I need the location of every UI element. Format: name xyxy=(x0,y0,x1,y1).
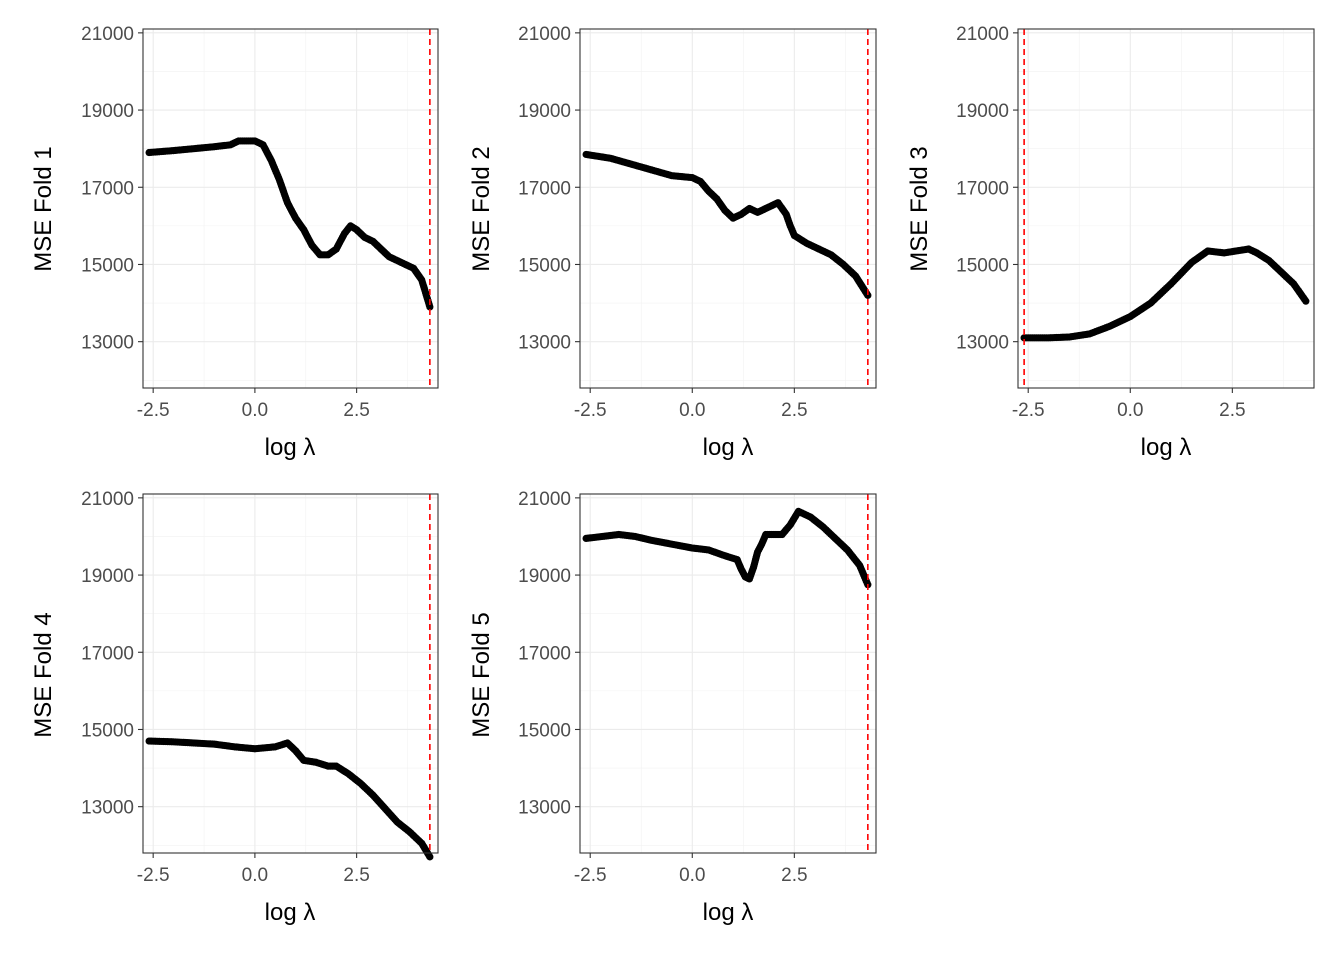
x-axis-title: log λ xyxy=(703,434,754,461)
panel-fold-2: -2.5 0.0 2.5 13000 15000 17000 19000 21000 MSE … xyxy=(468,24,877,461)
panel-border xyxy=(1017,28,1315,389)
x-tick-label: 0.0 xyxy=(242,400,268,421)
panel-fold-4: -2.5 0.0 2.5 13000 15000 17000 19000 21000 MSE … xyxy=(30,489,439,926)
x-tick-label: -2.5 xyxy=(1012,400,1045,421)
y-tick-label: 21000 xyxy=(518,489,571,510)
x-axis-title: log λ xyxy=(265,899,316,926)
data-point xyxy=(426,853,434,861)
data-point xyxy=(426,303,434,311)
x-tick-label: 0.0 xyxy=(242,865,268,886)
x-tick-label: 2.5 xyxy=(1219,400,1245,421)
plot-area: -2.5 0.0 2.5 13000 15000 17000 19000 21000 xyxy=(956,24,1315,421)
x-tick-label: -2.5 xyxy=(137,400,170,421)
data-point xyxy=(1302,297,1310,305)
x-tick-label: -2.5 xyxy=(137,865,170,886)
y-tick-label: 19000 xyxy=(518,101,571,122)
y-tick-label: 13000 xyxy=(518,798,571,819)
y-tick-label: 13000 xyxy=(81,333,134,354)
y-tick-label: 19000 xyxy=(518,566,571,587)
y-tick-label: 13000 xyxy=(81,798,134,819)
plot-area: -2.5 0.0 2.5 13000 15000 17000 19000 21000 xyxy=(81,24,439,421)
x-tick-label: 2.5 xyxy=(343,400,369,421)
data-point xyxy=(864,291,872,299)
plot-area: -2.5 0.0 2.5 13000 15000 17000 19000 21000 xyxy=(518,489,877,886)
y-tick-label: 15000 xyxy=(518,255,571,276)
y-tick-label: 17000 xyxy=(518,643,571,664)
y-tick-label: 17000 xyxy=(81,643,134,664)
x-tick-label: 2.5 xyxy=(781,865,807,886)
panel-border xyxy=(579,493,877,854)
y-tick-label: 19000 xyxy=(81,566,134,587)
y-tick-label: 13000 xyxy=(956,333,1009,354)
panel-fold-5: -2.5 0.0 2.5 13000 15000 17000 19000 21000 MSE … xyxy=(468,489,877,926)
panel-border xyxy=(579,28,877,389)
y-tick-label: 17000 xyxy=(518,178,571,199)
y-tick-label: 17000 xyxy=(81,178,134,199)
y-tick-label: 13000 xyxy=(518,333,571,354)
y-tick-label: 19000 xyxy=(81,101,134,122)
y-tick-label: 17000 xyxy=(956,178,1009,199)
x-tick-label: 2.5 xyxy=(343,865,369,886)
panel-fold-3: -2.5 0.0 2.5 13000 15000 17000 19000 21000 MSE … xyxy=(906,24,1315,461)
x-axis-title: log λ xyxy=(1141,434,1192,461)
x-tick-label: 0.0 xyxy=(1117,400,1143,421)
panel-border xyxy=(142,28,439,389)
y-tick-label: 15000 xyxy=(81,255,134,276)
x-tick-label: 0.0 xyxy=(679,865,705,886)
y-axis-title: MSE Fold 3 xyxy=(906,146,933,271)
plot-area: -2.5 0.0 2.5 13000 15000 17000 19000 21000 xyxy=(518,24,877,421)
panel-fold-1: -2.5 0.0 2.5 13000 15000 17000 19000 21000 MSE … xyxy=(30,24,439,461)
x-tick-label: -2.5 xyxy=(574,400,607,421)
plot-area: -2.5 0.0 2.5 13000 15000 17000 19000 21000 xyxy=(81,489,439,886)
y-axis-title: MSE Fold 2 xyxy=(468,146,495,271)
x-tick-label: 0.0 xyxy=(679,400,705,421)
x-tick-label: -2.5 xyxy=(574,865,607,886)
y-axis-title: MSE Fold 4 xyxy=(30,612,57,737)
x-axis-title: log λ xyxy=(703,899,754,926)
panel-border xyxy=(142,493,439,854)
y-tick-label: 21000 xyxy=(81,24,134,45)
y-tick-label: 21000 xyxy=(81,489,134,510)
y-tick-label: 15000 xyxy=(956,255,1009,276)
y-tick-label: 21000 xyxy=(956,24,1009,45)
x-tick-label: 2.5 xyxy=(781,400,807,421)
y-axis-title: MSE Fold 1 xyxy=(30,146,57,271)
y-axis-title: MSE Fold 5 xyxy=(468,612,495,737)
x-axis-title: log λ xyxy=(265,434,316,461)
y-tick-label: 21000 xyxy=(518,24,571,45)
y-tick-label: 19000 xyxy=(956,101,1009,122)
y-tick-label: 15000 xyxy=(81,720,134,741)
y-tick-label: 15000 xyxy=(518,720,571,741)
